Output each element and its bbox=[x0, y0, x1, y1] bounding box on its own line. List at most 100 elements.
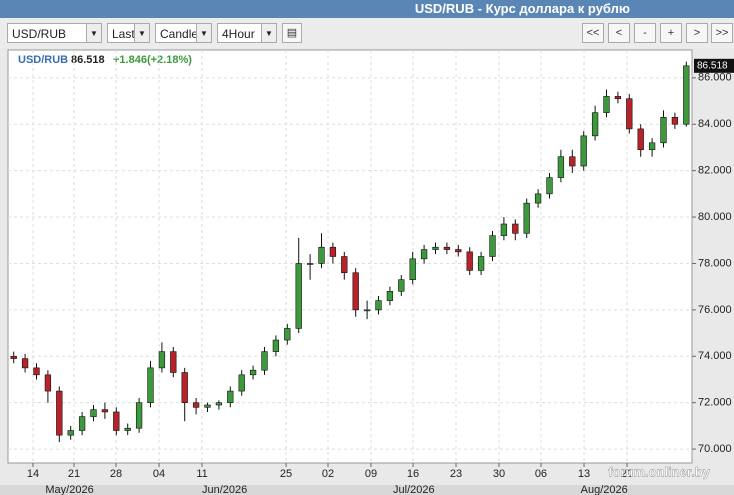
candle-body bbox=[238, 374, 245, 392]
month-label: May/2026 bbox=[45, 484, 93, 495]
month-row bbox=[0, 485, 734, 495]
candle-body bbox=[124, 427, 131, 431]
y-tick-label: 80.000 bbox=[698, 211, 732, 223]
candle-body bbox=[56, 390, 63, 436]
chart-type-select[interactable]: Candle bbox=[155, 23, 212, 43]
candle-body bbox=[443, 246, 451, 250]
x-tick-label: 09 bbox=[365, 468, 377, 480]
candle-body bbox=[455, 249, 462, 253]
y-tick-label: 74.000 bbox=[698, 350, 732, 362]
candle-body bbox=[272, 339, 280, 352]
candle-body bbox=[352, 272, 359, 311]
x-tick-label: 28 bbox=[110, 468, 122, 480]
candle-body bbox=[603, 96, 610, 113]
legend-change: +1.846(+2.18%) bbox=[113, 54, 192, 66]
plot-area bbox=[7, 49, 693, 464]
candle-body bbox=[626, 98, 633, 130]
y-tick-label: 72.000 bbox=[698, 397, 732, 409]
nav-button[interactable]: - bbox=[634, 23, 656, 43]
candle-body bbox=[306, 263, 314, 265]
x-tick-label: 04 bbox=[153, 468, 165, 480]
candle-body bbox=[500, 223, 508, 236]
candle-body bbox=[181, 372, 188, 403]
y-tick-label: 76.000 bbox=[698, 304, 732, 316]
candle-body bbox=[614, 96, 622, 100]
candle-body bbox=[637, 128, 644, 151]
symbol-select[interactable]: USD/RUB bbox=[7, 23, 102, 43]
candle-body bbox=[375, 300, 382, 311]
x-tick-label: 25 bbox=[280, 468, 292, 480]
last-price-label: 86.518 bbox=[697, 60, 728, 71]
candle-body bbox=[329, 246, 337, 257]
nav-button[interactable]: > bbox=[686, 23, 708, 43]
x-tick-label: 06 bbox=[535, 468, 547, 480]
candle-body bbox=[569, 156, 576, 167]
y-tick-label: 84.000 bbox=[698, 118, 732, 130]
y-tick-label: 78.000 bbox=[698, 257, 732, 269]
candle-body bbox=[204, 404, 211, 408]
candle-body bbox=[341, 256, 348, 274]
y-tick-label: 70.000 bbox=[698, 443, 732, 455]
candle-body bbox=[261, 351, 268, 371]
candle-body bbox=[215, 402, 223, 406]
settings-button[interactable]: ▤ bbox=[282, 23, 302, 43]
candle-body bbox=[546, 177, 553, 195]
y-tick-label: 86.000 bbox=[698, 72, 732, 84]
nav-button[interactable]: < bbox=[608, 23, 630, 43]
candle-body bbox=[170, 351, 177, 373]
candle-body bbox=[363, 309, 371, 312]
candle-body bbox=[135, 402, 143, 429]
y-tick-label: 82.000 bbox=[698, 165, 732, 177]
legend-symbol: USD/RUB bbox=[18, 54, 68, 66]
title: USD/RUB - Курс доллара к рублю bbox=[414, 1, 630, 16]
last-price-tag bbox=[694, 58, 734, 73]
month-label: Jul/2026 bbox=[393, 484, 435, 495]
x-tick-label: 30 bbox=[493, 468, 505, 480]
candle-body bbox=[21, 358, 29, 369]
x-tick-label: 20 bbox=[621, 468, 633, 480]
chart: USD/RUB 86.518 +1.846(+2.18%) 70.000 72.0… bbox=[0, 49, 734, 495]
candle-body bbox=[398, 279, 405, 292]
legend-last: 86.518 bbox=[71, 54, 105, 66]
interval-select[interactable]: 4Hour bbox=[217, 23, 277, 43]
candle-body bbox=[660, 116, 667, 144]
x-tick-label: 21 bbox=[68, 468, 80, 480]
candle-body bbox=[78, 416, 86, 431]
title-bar: USD/RUB - Курс доллара к рублю bbox=[0, 0, 734, 18]
candle-body bbox=[671, 116, 679, 125]
candle-body bbox=[420, 249, 428, 260]
candle-body bbox=[591, 112, 599, 137]
nav-button[interactable]: << bbox=[582, 23, 604, 43]
candle-body bbox=[489, 235, 496, 257]
candle-body bbox=[158, 351, 166, 369]
x-tick-label: 23 bbox=[450, 468, 462, 480]
candle-body bbox=[113, 411, 120, 431]
candle-body bbox=[557, 156, 565, 178]
candle-body bbox=[10, 355, 17, 359]
candle-body bbox=[409, 258, 416, 281]
candle-body bbox=[101, 409, 109, 413]
candle-body bbox=[249, 369, 257, 376]
x-tick-label: 14 bbox=[27, 468, 39, 480]
watermark: forum.onliner.by bbox=[608, 464, 711, 479]
candle-body bbox=[477, 256, 485, 271]
nav-button[interactable]: >> bbox=[711, 23, 733, 43]
candle-body bbox=[523, 202, 530, 234]
price-type-select[interactable]: Last bbox=[107, 23, 150, 43]
x-tick-label: 16 bbox=[407, 468, 419, 480]
candle-body bbox=[33, 367, 40, 376]
x-tick-label: 11 bbox=[196, 468, 207, 480]
candle-body bbox=[147, 367, 154, 403]
candle-body bbox=[284, 328, 291, 341]
candle-body bbox=[227, 390, 234, 403]
nav-button[interactable]: + bbox=[660, 23, 682, 43]
toolbar: USD/RUB Last Candle 4Hour ▤ << < - + > >… bbox=[0, 18, 734, 48]
candle-body bbox=[432, 246, 439, 250]
candle-body bbox=[192, 402, 200, 408]
month-label: Aug/2026 bbox=[581, 484, 628, 495]
candle-body bbox=[580, 135, 587, 167]
candle-body bbox=[512, 223, 519, 234]
candle-body bbox=[683, 65, 690, 125]
candle-body bbox=[466, 251, 473, 271]
